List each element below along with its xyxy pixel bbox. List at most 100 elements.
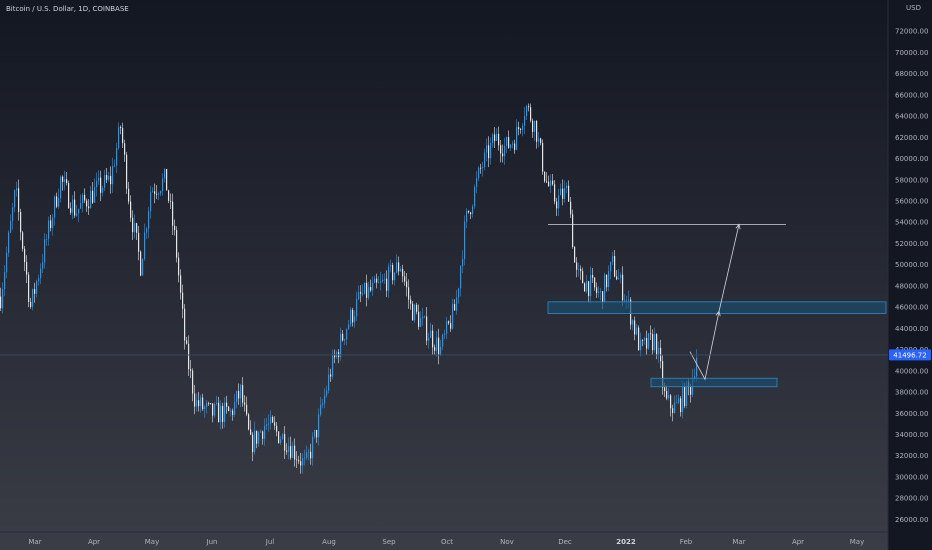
y-tick-label: 56000.00	[895, 198, 928, 206]
candle-body	[302, 458, 304, 466]
candle-body	[380, 281, 382, 283]
candle-body	[370, 287, 372, 291]
candle-body	[30, 301, 32, 307]
candle-body	[332, 354, 334, 377]
candle-body	[162, 178, 164, 192]
candle-body	[486, 145, 488, 153]
projection-arrow[interactable]	[718, 224, 740, 312]
candle-body	[270, 417, 272, 424]
candle-body	[24, 248, 26, 263]
candle-body	[92, 190, 94, 203]
candle-body	[120, 126, 122, 128]
candle-body	[56, 196, 58, 207]
candle-body	[654, 333, 656, 351]
candle-body	[416, 304, 418, 312]
candle-body	[394, 272, 396, 281]
candle-body	[676, 402, 678, 404]
candle-body	[450, 323, 452, 329]
candle-body	[344, 339, 346, 341]
candle-body	[382, 279, 384, 282]
candle-body	[516, 127, 518, 150]
candle-body	[606, 274, 608, 288]
candle-body	[608, 271, 610, 288]
candle-body	[206, 402, 208, 407]
candle-body	[444, 333, 446, 335]
candle-body	[620, 274, 622, 278]
x-tick-label: 2022	[616, 538, 636, 546]
candle-body	[278, 431, 280, 444]
x-tick-label: Apr	[88, 538, 100, 546]
candle-body	[134, 223, 136, 233]
candle-body	[326, 390, 328, 396]
candle-body	[640, 339, 642, 351]
candle-body	[644, 338, 646, 341]
candle-body	[88, 206, 90, 209]
candle-body	[414, 304, 416, 321]
candle-body	[588, 281, 590, 297]
candle-body	[138, 232, 140, 252]
candle-body	[320, 404, 322, 415]
candle-body	[438, 337, 440, 355]
candle-body	[596, 287, 598, 293]
candle-body	[402, 268, 404, 277]
candle-body	[550, 180, 552, 186]
candle-body	[626, 299, 628, 301]
candle-body	[150, 192, 152, 212]
candle-body	[662, 361, 664, 388]
candle-body	[4, 272, 6, 290]
candle-body	[84, 194, 86, 201]
candle-body	[512, 143, 514, 145]
candle-body	[514, 143, 516, 150]
candle-body	[118, 126, 120, 149]
y-tick-label: 28000.00	[895, 495, 928, 503]
y-tick-label: 46000.00	[895, 304, 928, 312]
y-tick-label: 48000.00	[895, 282, 928, 290]
candle-body	[584, 283, 586, 292]
candle-body	[496, 133, 498, 141]
candle-body	[658, 347, 660, 356]
candle-body	[158, 193, 160, 195]
candle-body	[186, 340, 188, 344]
candle-body	[214, 403, 216, 416]
candle-body	[408, 287, 410, 300]
candle-body	[66, 179, 68, 184]
candle-body	[350, 309, 352, 325]
candle-body	[634, 320, 636, 335]
candle-body	[532, 120, 534, 132]
candle-body	[386, 278, 388, 291]
y-tick-label: 30000.00	[895, 473, 928, 481]
candle-body	[292, 445, 294, 458]
candle-body	[94, 187, 96, 203]
candle-body	[224, 402, 226, 422]
zone-box[interactable]	[547, 301, 887, 314]
candle-body	[300, 461, 302, 466]
y-tick-label: 40000.00	[895, 367, 928, 375]
x-tick-label: Nov	[500, 538, 514, 546]
price-axis[interactable]	[888, 0, 932, 550]
current-price-label: 41496.72	[893, 351, 926, 359]
candle-body	[340, 333, 342, 358]
candle-body	[492, 134, 494, 143]
projection-arrow[interactable]	[689, 311, 720, 381]
candle-body	[254, 430, 256, 453]
candle-body	[74, 199, 76, 216]
candle-body	[580, 269, 582, 272]
y-tick-label: 72000.00	[895, 28, 928, 36]
candle-body	[346, 329, 348, 340]
y-tick-label: 44000.00	[895, 325, 928, 333]
candle-body	[122, 127, 124, 144]
candle-body	[530, 107, 532, 121]
candle-body	[242, 384, 244, 403]
candle-body	[260, 431, 262, 433]
candle-body	[618, 277, 620, 280]
candle-body	[322, 403, 324, 405]
candle-body	[484, 152, 486, 168]
candle-body	[542, 142, 544, 172]
candles-layer	[0, 103, 698, 474]
candle-body	[68, 183, 70, 209]
zone-box[interactable]	[650, 377, 778, 388]
y-tick-label: 58000.00	[895, 176, 928, 184]
candle-body	[468, 210, 470, 213]
